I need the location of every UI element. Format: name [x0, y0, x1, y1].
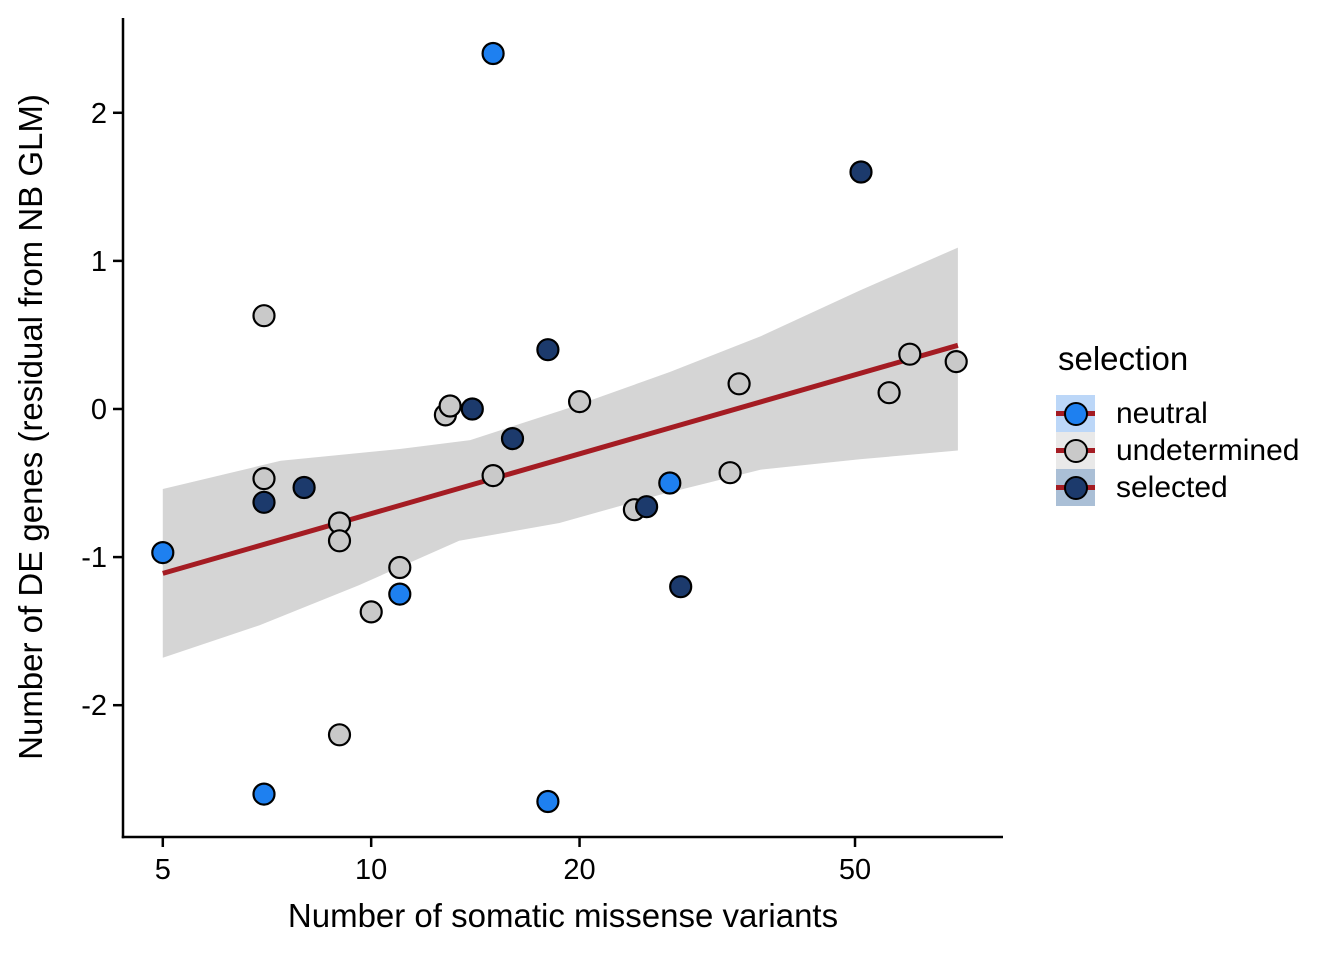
- x-tick-label: 20: [563, 854, 595, 886]
- legend-entries: neutral undetermined selected: [1056, 395, 1299, 506]
- data-point-selected: [849, 160, 873, 184]
- data-point-selected: [460, 397, 484, 421]
- legend-entry-undetermined: undetermined: [1056, 432, 1299, 469]
- x-axis-title: Number of somatic missense variants: [287, 897, 839, 934]
- data-point-undetermined: [252, 467, 276, 491]
- legend-entry-neutral: neutral: [1056, 395, 1299, 432]
- legend-key: [1056, 469, 1095, 506]
- x-tick-label: 10: [355, 854, 387, 886]
- y-tick-label: -1: [81, 542, 107, 574]
- data-point-selected: [500, 427, 525, 451]
- data-point-undetermined: [252, 304, 276, 328]
- legend: selection neutral undetermined selected: [1056, 342, 1299, 506]
- legend-key-point-icon: [1063, 475, 1088, 500]
- y-tick-label: -2: [81, 690, 107, 722]
- data-point-neutral: [658, 471, 682, 495]
- regression-line: [162, 342, 959, 576]
- data-point-undetermined: [359, 600, 383, 624]
- legend-key: [1056, 432, 1095, 469]
- data-point-neutral: [151, 540, 175, 565]
- data-point-neutral: [252, 782, 276, 806]
- data-point-undetermined: [718, 461, 742, 485]
- y-tick-label: 1: [91, 246, 107, 278]
- data-point-selected: [252, 490, 276, 514]
- legend-title: selection: [1058, 340, 1189, 377]
- data-point-neutral: [536, 789, 560, 814]
- y-axis-title: Number of DE genes (residual from NB GLM…: [12, 94, 49, 760]
- data-point-undetermined: [388, 555, 412, 580]
- legend-label: undetermined: [1116, 433, 1300, 467]
- data-point-selected: [669, 575, 693, 599]
- data-point-undetermined: [481, 464, 505, 488]
- legend-key-point-icon: [1063, 438, 1088, 463]
- y-tick-label: 2: [91, 98, 107, 130]
- data-point-undetermined: [898, 342, 922, 366]
- data-point-neutral: [481, 41, 505, 66]
- legend-key-point-icon: [1063, 401, 1088, 426]
- legend-entry-selected: selected: [1056, 469, 1299, 506]
- data-point-undetermined: [877, 381, 901, 405]
- data-point-selected: [634, 495, 659, 519]
- x-tick-label: 50: [839, 854, 871, 886]
- legend-label: selected: [1116, 470, 1228, 504]
- data-point-undetermined: [327, 529, 352, 553]
- data-point-undetermined: [567, 390, 592, 414]
- data-point-selected: [536, 338, 560, 362]
- confidence-band: [162, 247, 958, 658]
- y-tick-label: 0: [91, 394, 107, 426]
- data-point-undetermined: [438, 394, 462, 418]
- data-point-neutral: [388, 582, 412, 606]
- legend-label: neutral: [1116, 396, 1208, 430]
- x-tick-label: 5: [155, 854, 171, 886]
- data-point-selected: [292, 475, 316, 500]
- legend-key: [1056, 395, 1095, 432]
- data-point-undetermined: [327, 723, 352, 747]
- data-point-undetermined: [944, 350, 968, 374]
- data-point-undetermined: [727, 372, 751, 396]
